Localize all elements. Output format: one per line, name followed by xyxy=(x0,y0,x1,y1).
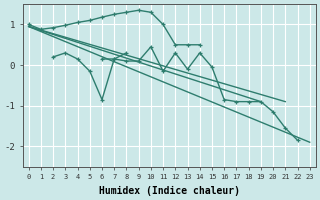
X-axis label: Humidex (Indice chaleur): Humidex (Indice chaleur) xyxy=(99,186,240,196)
